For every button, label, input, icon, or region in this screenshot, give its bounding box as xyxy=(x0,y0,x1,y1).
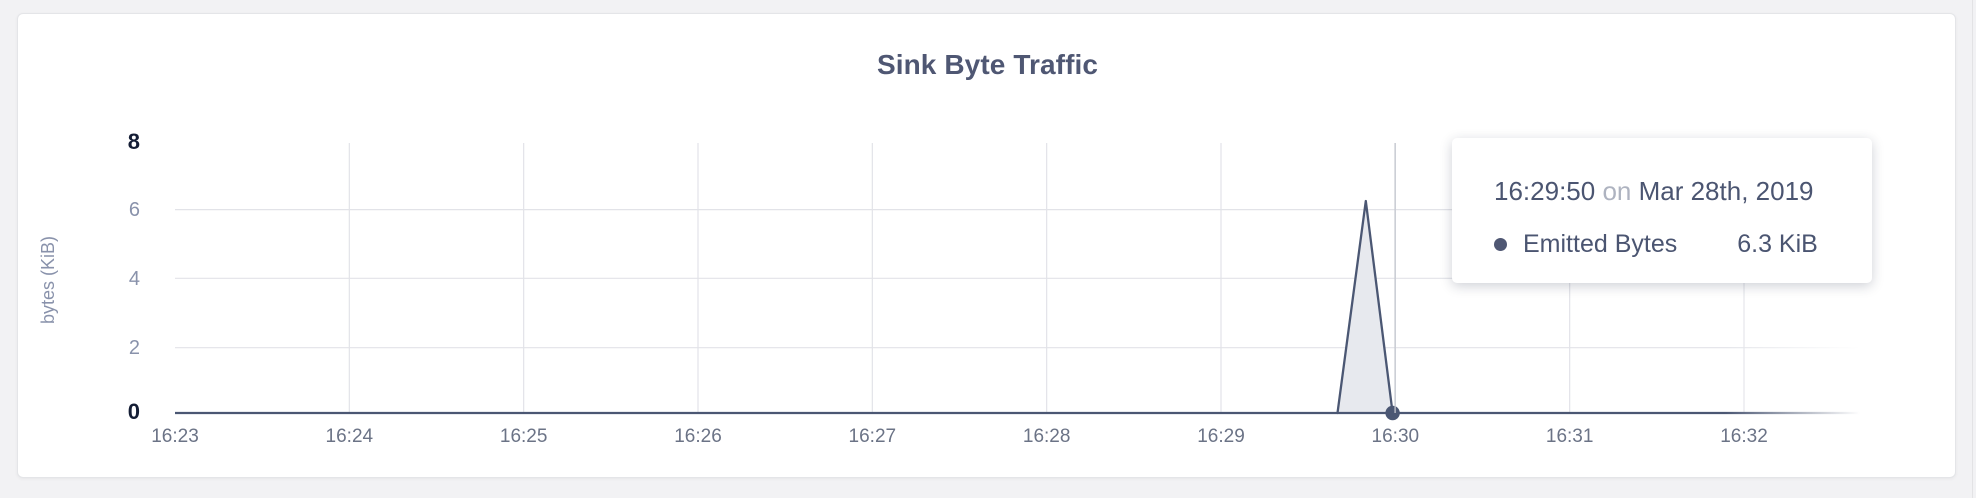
svg-text:16:26: 16:26 xyxy=(674,426,722,447)
svg-text:16:27: 16:27 xyxy=(849,426,897,447)
svg-text:16:25: 16:25 xyxy=(500,426,548,447)
svg-text:16:31: 16:31 xyxy=(1546,426,1594,447)
svg-text:6: 6 xyxy=(129,199,140,221)
svg-text:0: 0 xyxy=(128,399,140,424)
svg-text:2: 2 xyxy=(129,337,140,359)
svg-text:16:29: 16:29 xyxy=(1197,426,1245,447)
svg-text:16:32: 16:32 xyxy=(1720,426,1768,447)
svg-text:8: 8 xyxy=(128,129,140,154)
svg-text:16:24: 16:24 xyxy=(326,426,374,447)
svg-text:16:30: 16:30 xyxy=(1372,426,1420,447)
svg-text:16:28: 16:28 xyxy=(1023,426,1071,447)
svg-text:4: 4 xyxy=(129,268,140,290)
svg-text:16:23: 16:23 xyxy=(151,426,199,447)
